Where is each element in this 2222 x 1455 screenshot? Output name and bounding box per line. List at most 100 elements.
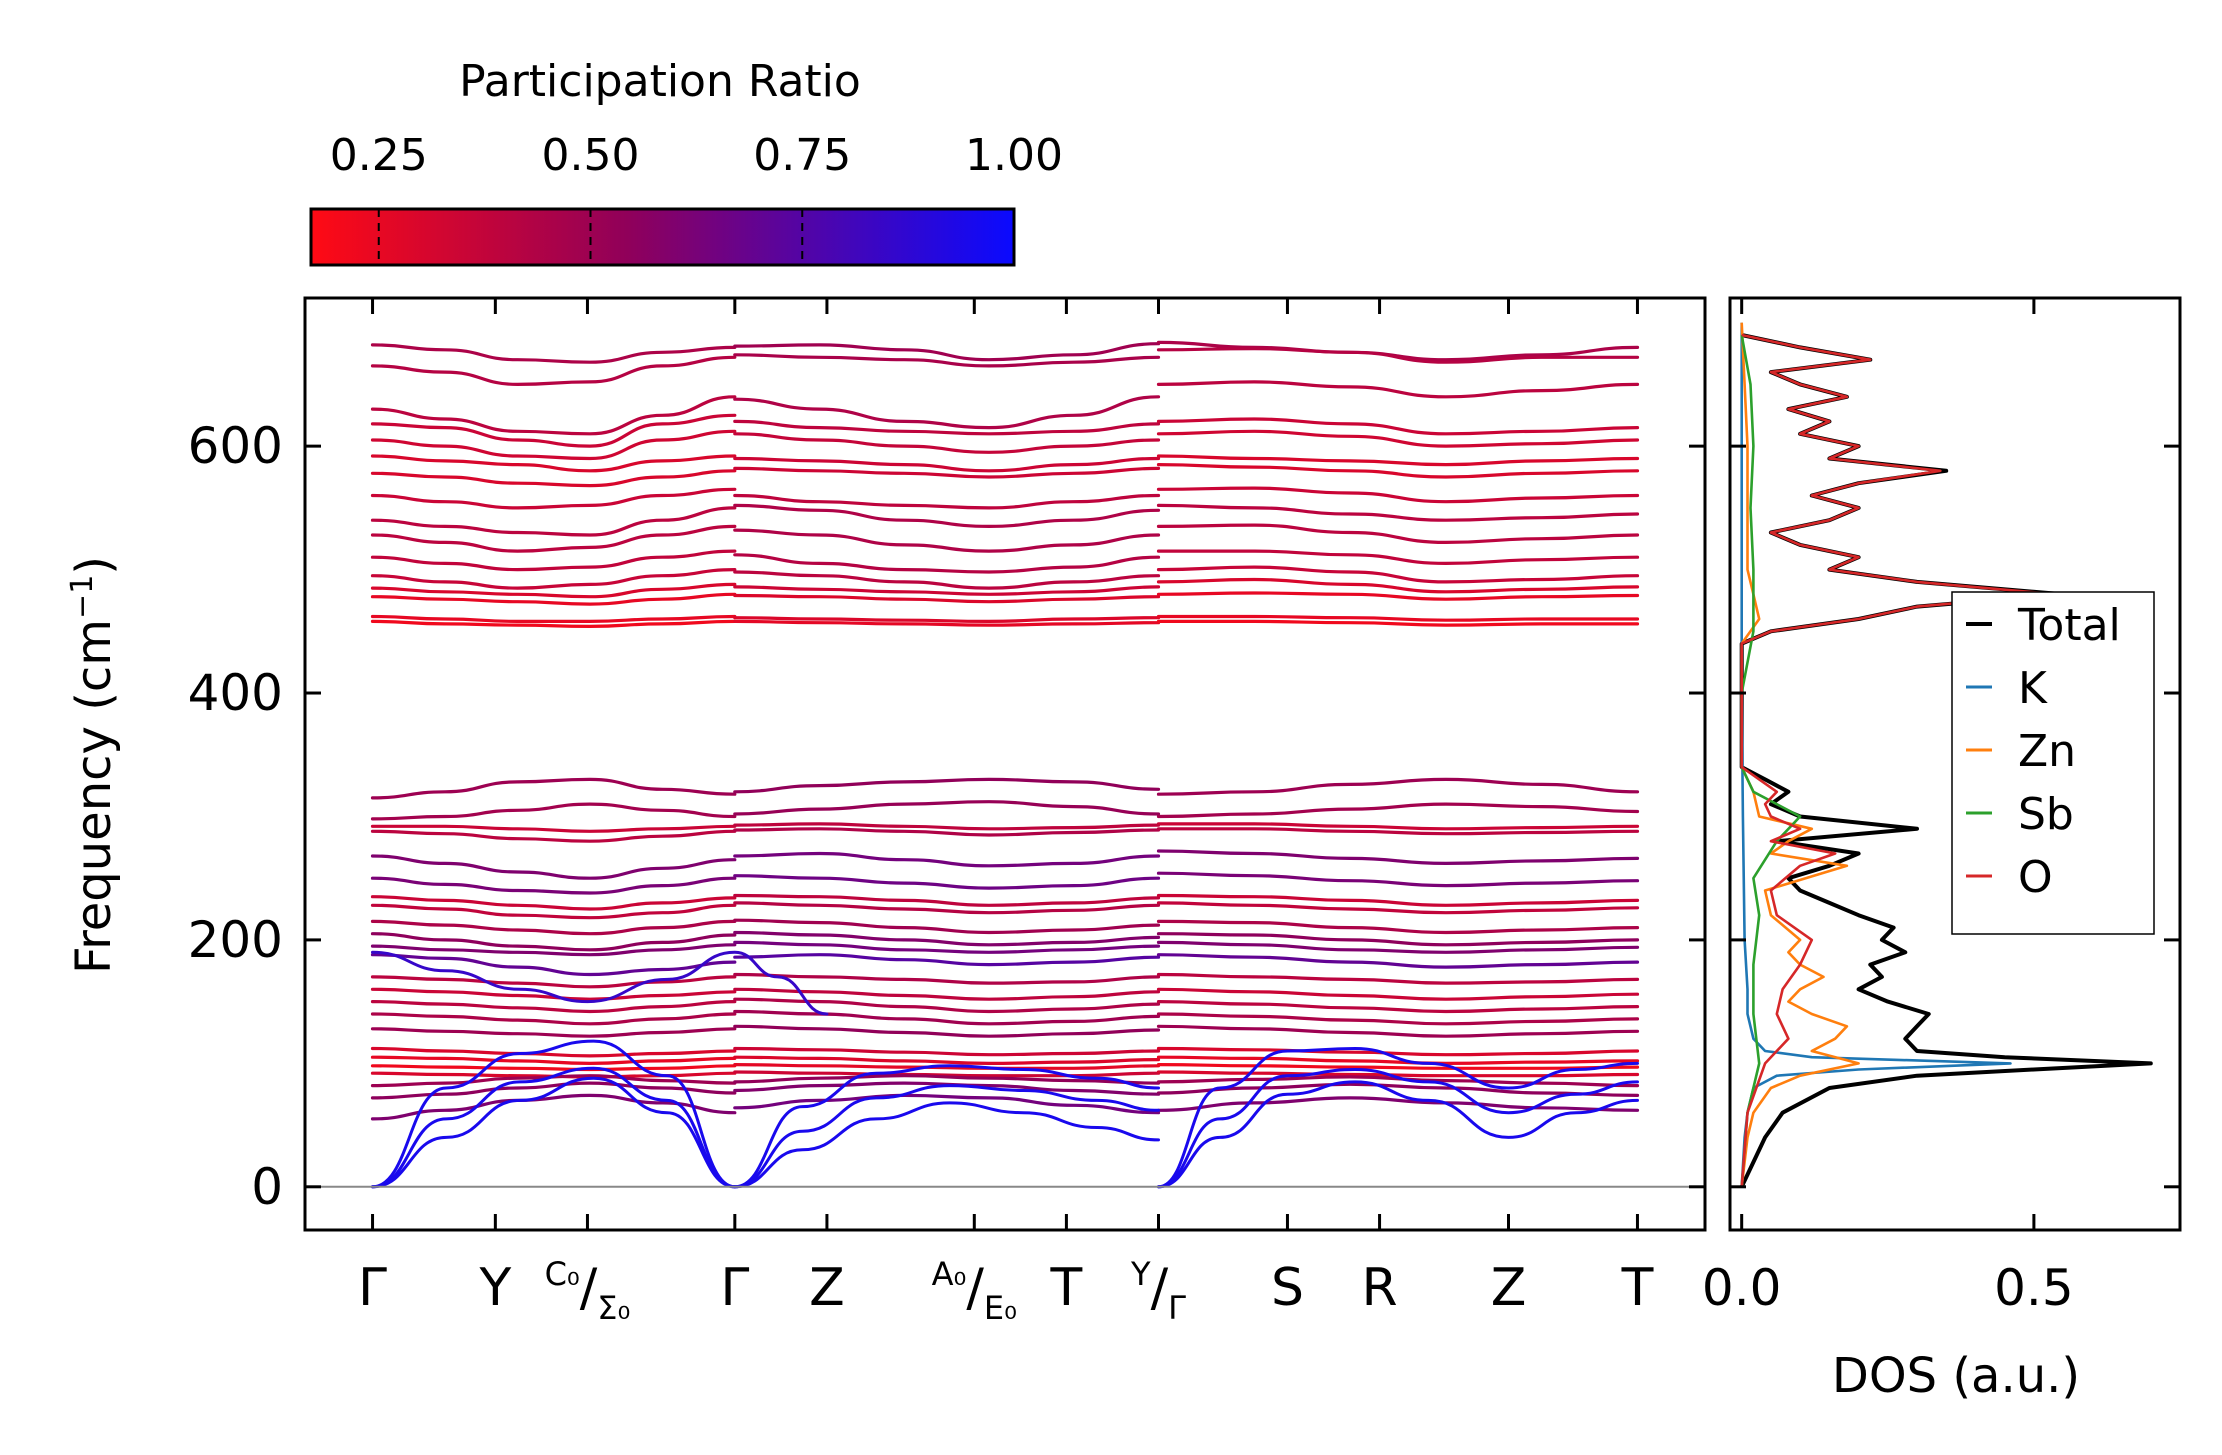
x-tick-label: T	[1621, 1258, 1654, 1318]
band-line	[733, 953, 1161, 967]
acoustic-branch	[733, 1084, 1160, 1189]
band-line	[733, 777, 1161, 794]
y-axis-label-text: Frequency (cm	[66, 619, 122, 974]
band-line	[370, 487, 737, 510]
band-line	[1156, 802, 1640, 819]
band-line	[370, 953, 737, 977]
band-line	[370, 582, 737, 599]
band-line	[1156, 619, 1640, 627]
y-tick-label: 0	[251, 1158, 283, 1216]
band-line	[370, 919, 737, 936]
band-line	[1156, 1096, 1640, 1112]
band-line	[370, 1000, 737, 1014]
band-line	[370, 1027, 737, 1038]
colorbar-tick-label: 0.50	[542, 130, 640, 181]
band-line	[1156, 827, 1640, 836]
band-line	[370, 1081, 737, 1100]
optic-branch	[371, 950, 829, 1016]
band-line	[1156, 940, 1640, 954]
band-line	[1156, 429, 1640, 448]
band-line	[733, 493, 1161, 510]
dos-panel: 0.0 0.5 DOS (a.u.) Total K Zn Sb O	[1702, 296, 2182, 1404]
band-line	[1156, 565, 1640, 584]
band-line	[370, 429, 737, 461]
colorbar-tick-label: 0.25	[330, 130, 428, 181]
band-axes-frame	[303, 296, 1707, 1232]
band-line	[733, 800, 1161, 816]
dos-x-ticks: 0.0 0.5	[1702, 298, 2074, 1317]
acoustic-branch	[371, 1076, 737, 1189]
legend-label: Zn	[2018, 726, 2076, 777]
band-line	[1156, 1055, 1640, 1066]
band-line	[733, 342, 1161, 362]
band-line	[1156, 614, 1640, 622]
legend-label: Total	[2017, 600, 2121, 651]
band-line	[733, 593, 1161, 604]
x-tick-label-slash: /	[966, 1258, 984, 1318]
band-line	[1156, 871, 1640, 888]
x-tick-label: Z	[809, 1258, 845, 1318]
band-line	[733, 1093, 1161, 1115]
band-y-ticks: 0 200 400 600	[188, 417, 1705, 1216]
band-line	[733, 456, 1161, 473]
band-line	[733, 353, 1161, 368]
band-line	[1156, 346, 1640, 364]
band-line	[733, 1046, 1161, 1057]
band-line	[733, 1009, 1161, 1026]
legend-label: Sb	[2018, 789, 2074, 840]
band-line	[1156, 1082, 1640, 1097]
band-line	[733, 874, 1161, 890]
band-line	[1156, 380, 1640, 399]
band-line	[370, 343, 737, 364]
band-line	[1156, 987, 1640, 1001]
colorbar-gradient	[309, 207, 1016, 267]
band-line	[370, 895, 737, 911]
band-line	[370, 355, 737, 387]
x-tick-label-lower: Γ	[1168, 1289, 1186, 1327]
x-tick-label: T	[1050, 1258, 1083, 1318]
dos-line-o	[1740, 333, 2059, 1187]
y-axis-label-superscript: −1	[65, 575, 100, 619]
acoustic-branch	[1157, 1046, 1639, 1189]
band-line	[733, 585, 1161, 596]
band-line	[733, 419, 1161, 436]
acoustic-branch	[733, 1101, 1160, 1189]
dos-legend: Total K Zn Sb O	[1951, 591, 2155, 935]
band-line	[733, 851, 1161, 868]
band-line	[370, 469, 737, 488]
band-line	[370, 524, 737, 553]
band-line	[370, 932, 737, 952]
band-line	[370, 506, 737, 537]
band-line	[733, 972, 1161, 985]
band-line	[370, 975, 737, 989]
band-line	[733, 1063, 1161, 1070]
band-line	[370, 1012, 737, 1026]
x-axis-label-dos: DOS (a.u.)	[1832, 1348, 2080, 1404]
band-line	[1156, 972, 1640, 985]
band-line	[1156, 454, 1640, 467]
x-tick-label: Γ	[720, 1258, 749, 1318]
band-line	[1156, 591, 1640, 601]
band-line	[370, 614, 737, 624]
band-line	[733, 827, 1161, 837]
band-line	[370, 592, 737, 606]
band-line	[1156, 523, 1640, 545]
x-tick-label: Y	[478, 1258, 511, 1318]
colorbar-tick-label: 0.75	[753, 130, 851, 181]
band-line	[733, 503, 1161, 529]
y-axis-label: Frequency (cm−1)	[65, 556, 122, 974]
band-line	[370, 854, 737, 880]
dos-line-sb	[1740, 334, 1802, 1187]
band-line	[370, 454, 737, 473]
band-line	[733, 893, 1161, 907]
band-line	[733, 1024, 1161, 1038]
x-tick-label-upper: Y	[1130, 1255, 1151, 1293]
colorbar-tick-label: 1.00	[965, 130, 1063, 181]
x-tick-label: C₀/Σ₀	[545, 1255, 631, 1327]
x-tick-label-upper: C₀	[545, 1255, 580, 1293]
band-line	[370, 943, 737, 957]
band-line	[733, 901, 1161, 915]
band-lines	[370, 340, 1640, 1189]
band-line	[1156, 919, 1640, 935]
